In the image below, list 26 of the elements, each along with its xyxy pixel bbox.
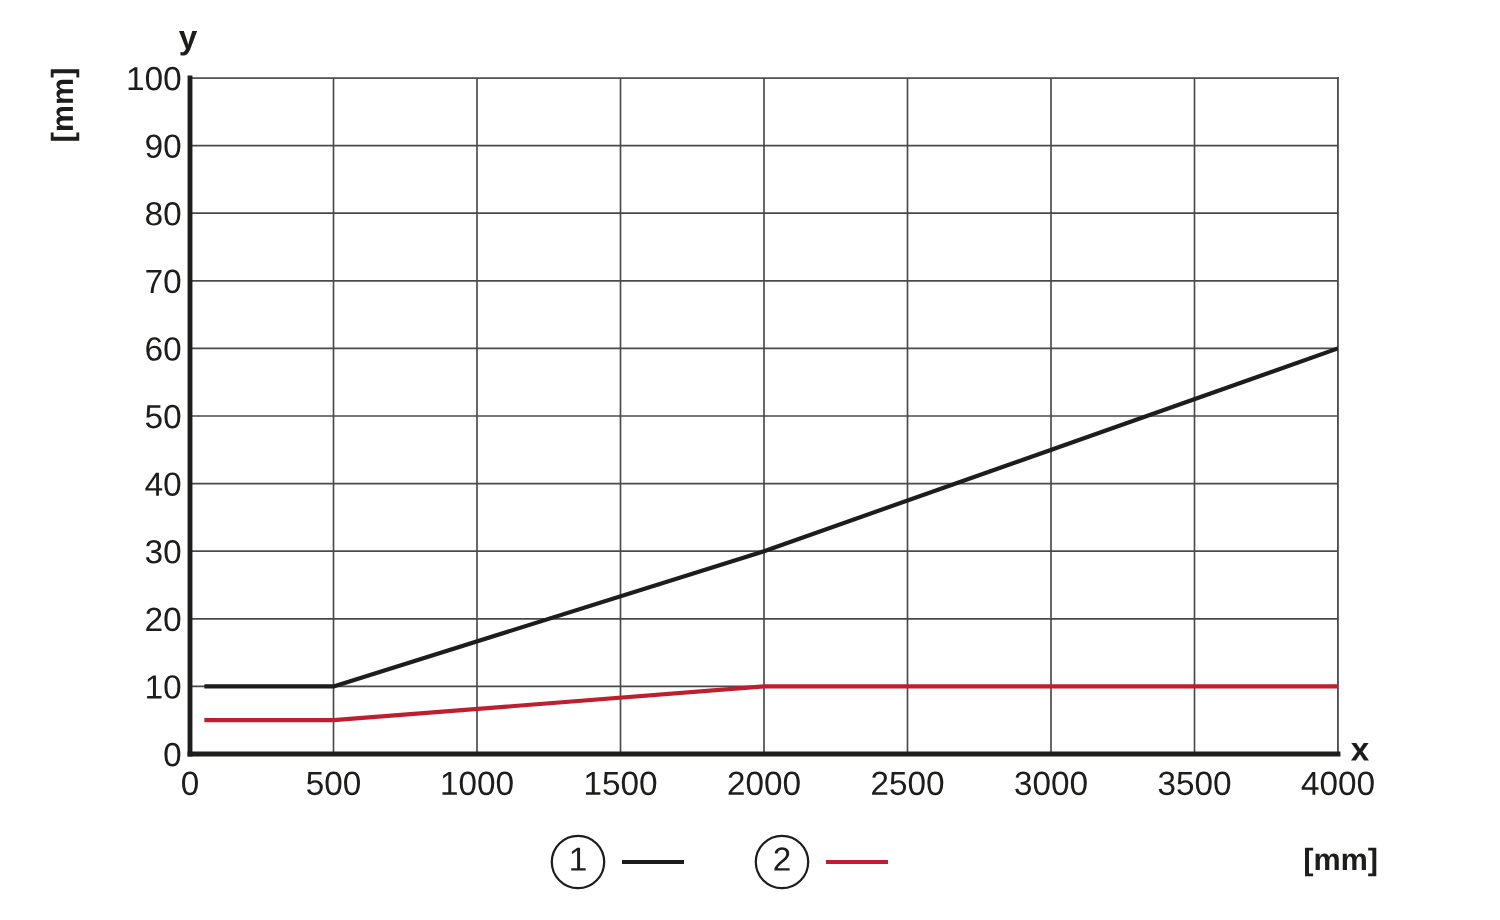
x-tick-label: 1500 <box>585 771 657 796</box>
y-tick-label: 0 <box>164 742 181 767</box>
x-tick-label: 3000 <box>1015 771 1087 796</box>
legend-label: 1 <box>571 847 586 871</box>
x-axis-title: [mm] <box>1305 847 1377 877</box>
y-tick-label: 40 <box>145 472 181 497</box>
x-tick-label: 3500 <box>1158 771 1231 796</box>
y-tick-label: 30 <box>145 540 181 564</box>
legend-label: 2 <box>774 847 790 871</box>
x-tick-label: 500 <box>307 771 361 796</box>
y-tick-label: 50 <box>145 404 181 429</box>
y-tick-label: 60 <box>146 337 181 361</box>
y-tick-label: 70 <box>146 269 181 294</box>
y-tick-label: 10 <box>147 675 181 699</box>
y-tick-label: 20 <box>146 607 181 632</box>
x-tick-label: 0 <box>182 771 198 796</box>
y-axis-title: [mm] <box>50 69 80 141</box>
x-tick-label: 1000 <box>442 771 513 796</box>
y-tick-label: 100 <box>128 66 181 91</box>
x-tick-label: 2500 <box>872 771 944 796</box>
y-tick-label: 90 <box>146 134 181 159</box>
y-tick-label: 80 <box>146 202 181 226</box>
x-tick-label: 4000 <box>1301 771 1374 796</box>
text: y <box>178 31 198 56</box>
x-tick-label: 2000 <box>728 771 800 796</box>
text: x <box>1350 743 1370 761</box>
